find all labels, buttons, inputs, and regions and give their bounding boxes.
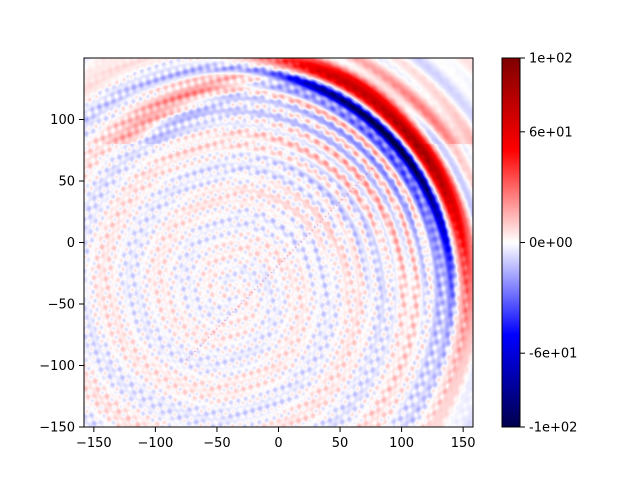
colorbar-tick-label: 6e+01 — [529, 125, 573, 140]
heatmap-image — [84, 58, 473, 427]
y-tick-label: 50 — [58, 175, 75, 190]
colorbar-gradient — [501, 57, 521, 428]
colorbar-tick-label: -6e+01 — [529, 347, 577, 362]
y-tick-label: −150 — [39, 421, 75, 436]
y-axis: −150 −100 −50 0 50 100 — [39, 113, 84, 436]
colorbar-ticks: 1e+02 6e+01 0e+00 -6e+01 -1e+02 — [520, 52, 577, 436]
x-tick-label: 150 — [451, 436, 476, 451]
x-tick-label: 50 — [332, 436, 349, 451]
colorbar: 1e+02 6e+01 0e+00 -6e+01 -1e+02 — [501, 52, 577, 436]
x-tick-label: 0 — [274, 436, 282, 451]
plot-area: −150 −100 −50 0 50 100 150 −150 −100 −50 0 50 100 — [39, 57, 476, 451]
colorbar-tick-label: 1e+02 — [529, 52, 573, 67]
y-tick-label: 0 — [67, 236, 75, 251]
x-axis: −150 −100 −50 0 50 100 150 — [76, 427, 476, 451]
colorbar-tick-label: -1e+02 — [529, 421, 577, 436]
y-tick-label: 100 — [50, 113, 75, 128]
colorbar-tick-label: 0e+00 — [529, 236, 573, 251]
y-tick-label: −50 — [48, 298, 75, 313]
x-tick-label: 100 — [389, 436, 414, 451]
y-tick-label: −100 — [39, 359, 75, 374]
x-tick-label: −50 — [203, 436, 230, 451]
x-tick-label: −100 — [138, 436, 174, 451]
x-tick-label: −150 — [76, 436, 112, 451]
